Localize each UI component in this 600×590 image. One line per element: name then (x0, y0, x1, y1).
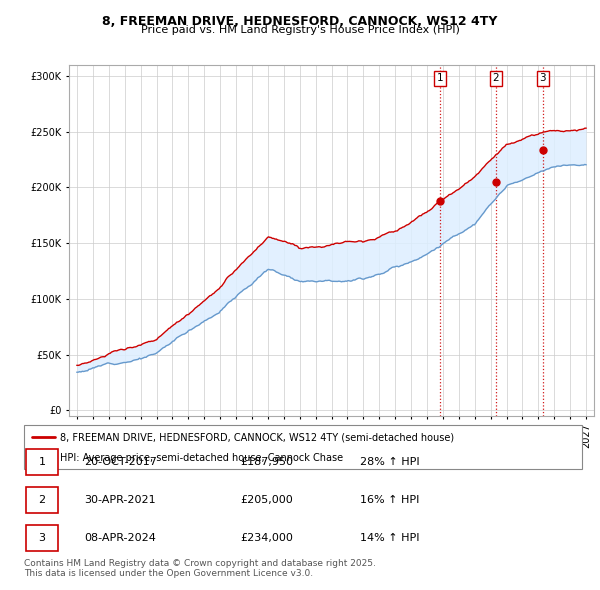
Text: 8, FREEMAN DRIVE, HEDNESFORD, CANNOCK, WS12 4TY (semi-detached house): 8, FREEMAN DRIVE, HEDNESFORD, CANNOCK, W… (60, 432, 454, 442)
Text: £205,000: £205,000 (240, 495, 293, 505)
Bar (26, 487, 58, 513)
Text: 20-OCT-2017: 20-OCT-2017 (84, 457, 157, 467)
Text: 16% ↑ HPI: 16% ↑ HPI (360, 495, 419, 505)
Bar (26, 448, 58, 474)
Text: 3: 3 (38, 533, 46, 543)
Text: 3: 3 (539, 73, 546, 83)
Text: 08-APR-2024: 08-APR-2024 (84, 533, 156, 543)
Text: 1: 1 (38, 457, 46, 467)
Text: 2: 2 (38, 495, 46, 505)
Text: Contains HM Land Registry data © Crown copyright and database right 2025.
This d: Contains HM Land Registry data © Crown c… (24, 559, 376, 578)
Text: 14% ↑ HPI: 14% ↑ HPI (360, 533, 419, 543)
Text: HPI: Average price, semi-detached house, Cannock Chase: HPI: Average price, semi-detached house,… (60, 453, 343, 463)
Text: 2: 2 (493, 73, 499, 83)
Text: Price paid vs. HM Land Registry's House Price Index (HPI): Price paid vs. HM Land Registry's House … (140, 25, 460, 35)
Text: 1: 1 (436, 73, 443, 83)
Text: 30-APR-2021: 30-APR-2021 (84, 495, 155, 505)
Text: £234,000: £234,000 (240, 533, 293, 543)
Bar (26, 526, 58, 551)
Text: 8, FREEMAN DRIVE, HEDNESFORD, CANNOCK, WS12 4TY: 8, FREEMAN DRIVE, HEDNESFORD, CANNOCK, W… (103, 15, 497, 28)
Text: £187,950: £187,950 (240, 457, 293, 467)
Text: 28% ↑ HPI: 28% ↑ HPI (360, 457, 419, 467)
